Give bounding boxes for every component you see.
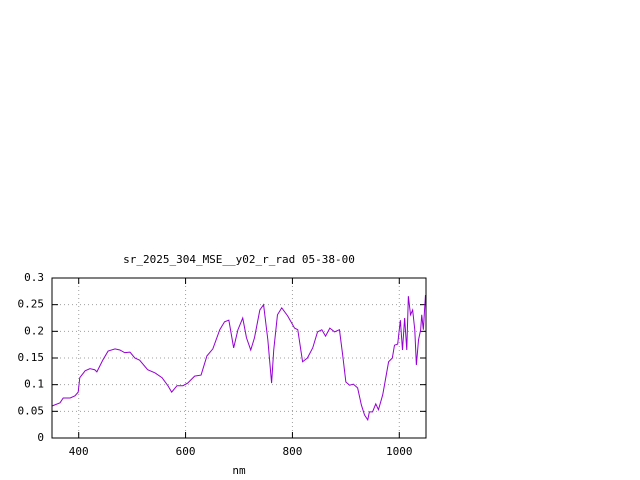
y-tick-label: 0.2 — [24, 324, 44, 337]
x-tick-label: 1000 — [386, 445, 413, 458]
x-axis-label: nm — [232, 464, 246, 477]
plot-border — [51, 277, 427, 439]
data-line — [51, 295, 426, 422]
chart-title: sr_2025_304_MSE__y02_r_rad 05-38-00 — [123, 253, 355, 266]
y-tick-label: 0.1 — [24, 378, 44, 391]
y-tick-label: 0 — [37, 431, 44, 444]
x-tick-label: 400 — [69, 445, 89, 458]
y-tick-label: 0.05 — [18, 404, 45, 417]
y-tick-label: 0.15 — [18, 351, 45, 364]
x-tick-label: 600 — [176, 445, 196, 458]
x-tick-label: 800 — [282, 445, 302, 458]
y-tick-label: 0.25 — [18, 298, 45, 311]
y-tick-label: 0.3 — [24, 271, 44, 284]
